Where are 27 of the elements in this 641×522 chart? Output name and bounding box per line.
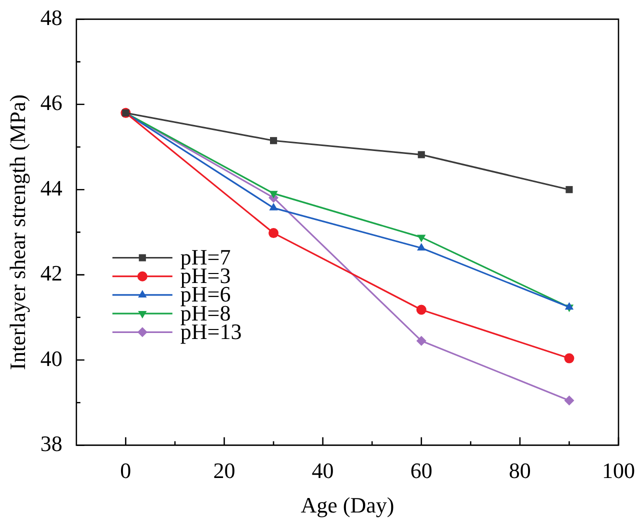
y-tick-label: 46 xyxy=(40,90,62,116)
point xyxy=(417,234,426,242)
y-tick-label: 44 xyxy=(40,175,62,200)
point xyxy=(416,304,426,315)
y-tick-label: 48 xyxy=(40,4,62,30)
y-tick-label: 42 xyxy=(40,260,62,286)
point xyxy=(564,395,574,406)
x-tick-label: 20 xyxy=(213,458,236,484)
y-tick-label: 38 xyxy=(40,430,62,456)
point xyxy=(566,186,573,194)
point xyxy=(418,151,425,158)
point xyxy=(417,242,426,250)
x-tick-label: 40 xyxy=(312,458,334,484)
point xyxy=(270,137,278,144)
point xyxy=(564,302,574,310)
x-tick-label: 60 xyxy=(410,458,432,484)
x-tick-label: 100 xyxy=(602,458,635,484)
point xyxy=(269,202,278,210)
point xyxy=(416,336,426,346)
y-tick-label: 40 xyxy=(40,346,62,371)
x-axis-title: Age (Day) xyxy=(300,492,394,518)
point xyxy=(564,353,574,364)
point xyxy=(268,228,279,238)
point xyxy=(269,190,278,198)
x-tick-label: 80 xyxy=(508,458,531,484)
y-axis-title: Interlayer shear strength (MPa) xyxy=(4,94,30,370)
x-tick-label: 0 xyxy=(120,458,132,484)
